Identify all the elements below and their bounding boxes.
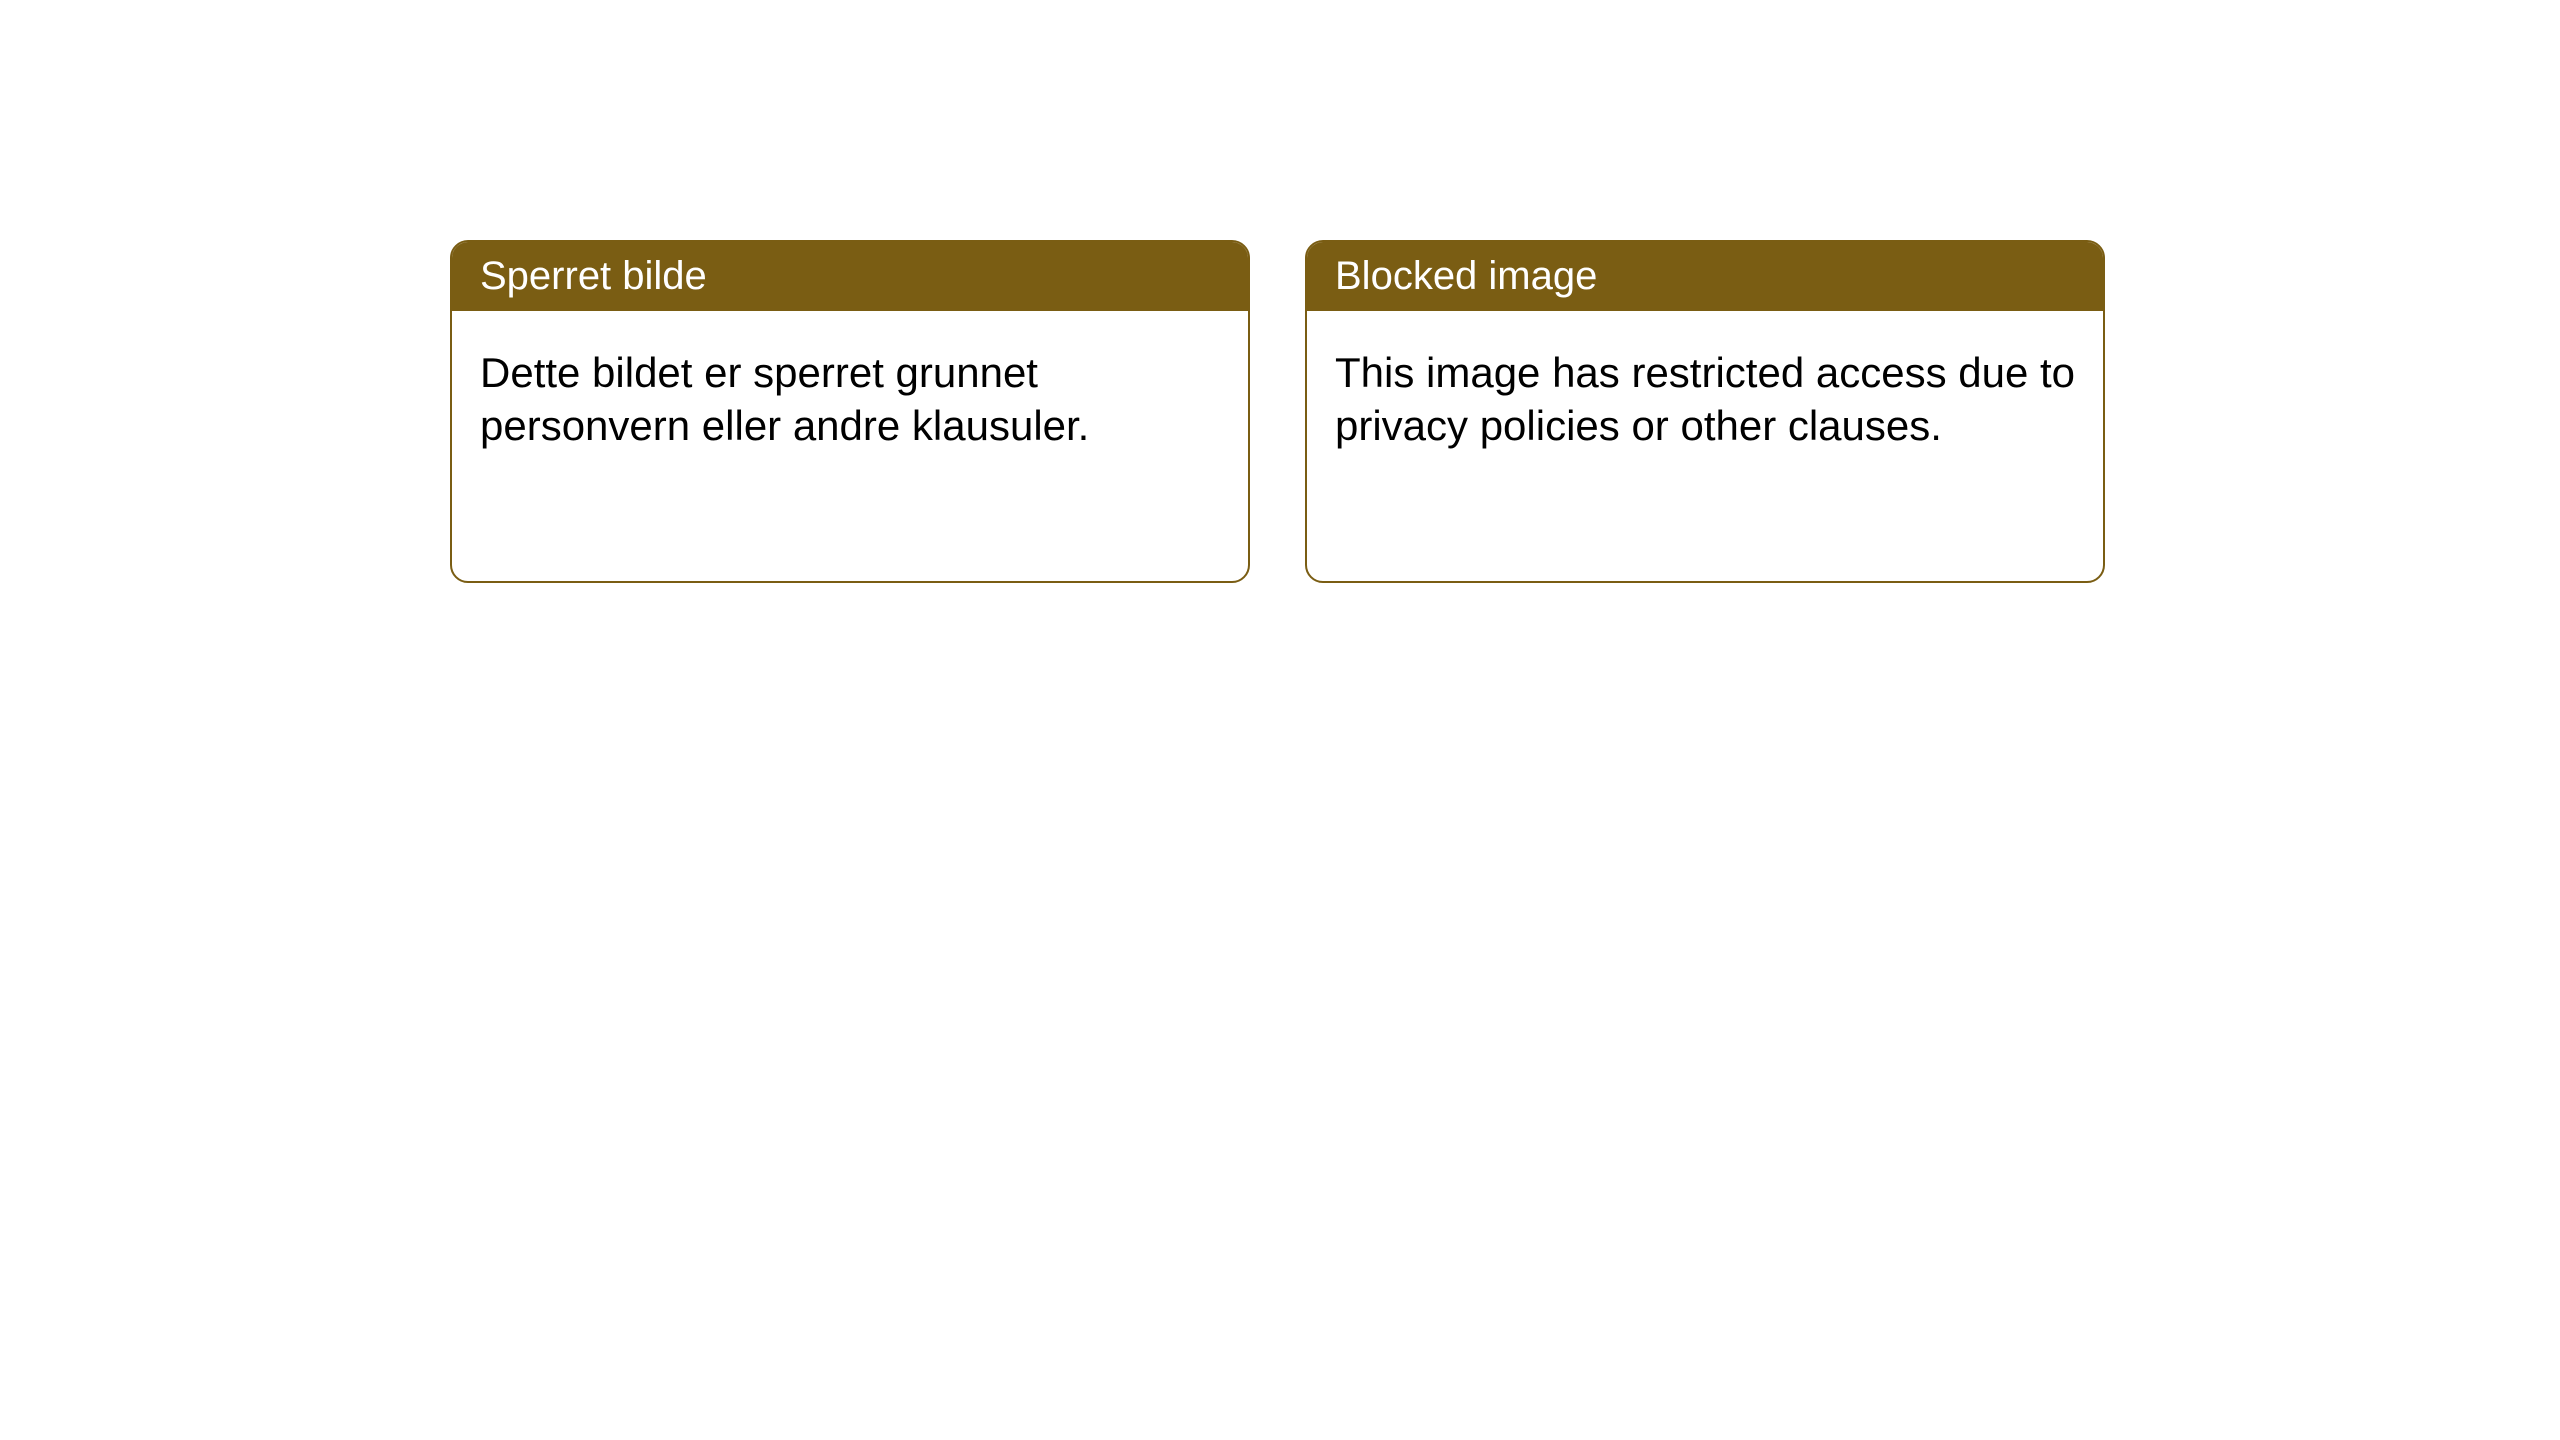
cards-container: Sperret bilde Dette bildet er sperret gr… xyxy=(450,240,2560,583)
card-body: Dette bildet er sperret grunnet personve… xyxy=(452,311,1248,581)
card-header: Sperret bilde xyxy=(452,242,1248,311)
blocked-image-card-en: Blocked image This image has restricted … xyxy=(1305,240,2105,583)
card-body: This image has restricted access due to … xyxy=(1307,311,2103,581)
blocked-image-card-no: Sperret bilde Dette bildet er sperret gr… xyxy=(450,240,1250,583)
card-header: Blocked image xyxy=(1307,242,2103,311)
